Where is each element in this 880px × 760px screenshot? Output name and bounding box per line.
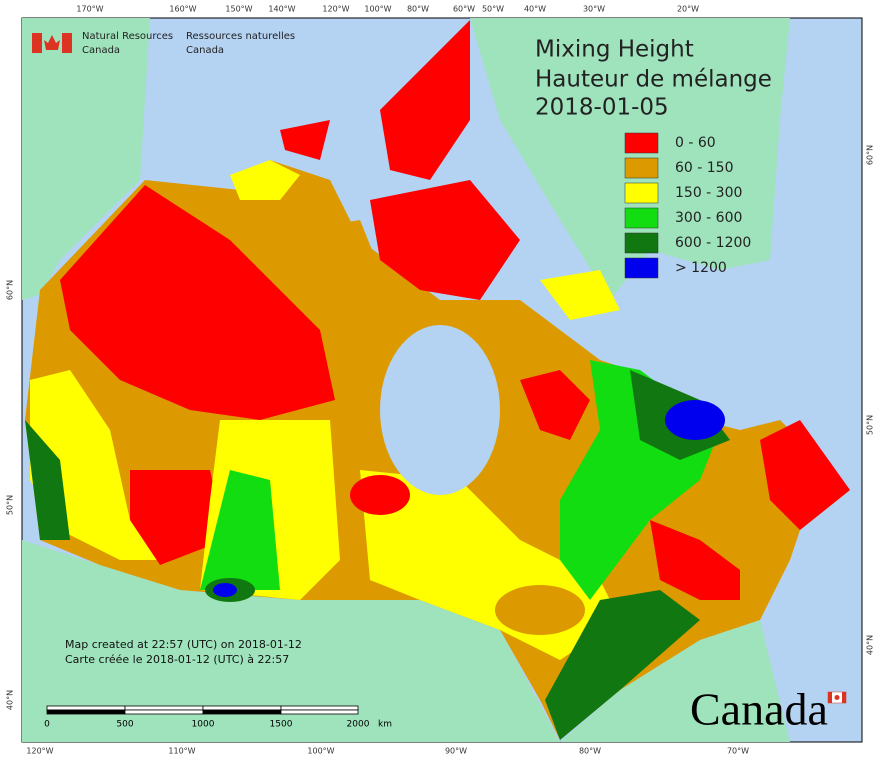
wordmark-flag [834,695,840,700]
title-line: 2018-01-05 [535,95,669,121]
graticule-label: 120°W [26,747,53,756]
title-line: Mixing Height [535,37,694,63]
org-en: Natural Resources [82,31,173,42]
graticule-label: 80°W [579,747,601,756]
scale-label: 0 [44,720,50,730]
scale-segment [124,709,204,715]
wordmark-flag [828,692,832,703]
scale-label: 1000 [192,720,215,730]
usa [22,540,560,742]
title: Mixing Height Hauteur de mélange 2018-01… [535,37,772,121]
red-east [650,520,740,600]
scale-segment [124,705,204,711]
graticule-label: 90°W [445,747,467,756]
graticule-label: 120°W [322,5,349,14]
coast-green [25,420,70,540]
credit: Map created at 22:57 (UTC) on 2018-01-12 [65,638,302,651]
scale-label: 1500 [270,720,293,730]
legend-swatch [624,207,659,229]
graticule-label: 30°W [583,5,605,14]
red-bc [130,470,225,565]
graticule-label: 50°N [6,495,15,515]
graticule-label: 60°W [453,5,475,14]
legend-swatch [624,182,659,204]
island-ellesmere [380,20,470,180]
graticule-label: 70°W [727,747,749,756]
scale-segment [46,709,126,715]
scale-segment [202,705,282,711]
graticule-label: 50°W [482,5,504,14]
org-en: Canada [82,45,120,56]
flag-bar [32,33,42,53]
graticule-label: 160°W [169,5,196,14]
graticule-label: 100°W [364,5,391,14]
scale-bar: 0 500 1000 1500 2000 km [44,705,392,730]
scale-segment [202,709,282,715]
island-victoria [300,220,380,290]
legend-swatch [624,232,659,254]
graticule-label: 80°W [407,5,429,14]
hudson-bay [380,325,500,495]
orange-ontario [495,585,585,635]
wordmark-text: Canada [690,684,828,735]
scale-unit: km [378,720,392,730]
scale-segment [280,709,359,715]
island-1 [280,120,330,160]
graticule-label: 60°N [6,280,15,300]
legend-swatch [624,157,659,179]
graticule-label: 100°W [307,747,334,756]
org-fr: Ressources naturelles [186,31,295,42]
wordmark-flag [842,692,846,703]
scale-label: 2000 [347,720,370,730]
graticule-label: 150°W [225,5,252,14]
yellow-arctic [230,160,300,200]
scale-label: 500 [116,720,133,730]
graticule-label: 50°N [866,415,875,435]
legend-label: 150 - 300 [675,185,742,201]
blue-quebec [665,400,725,440]
flag-bar [62,33,72,53]
alaska [22,18,150,300]
flag-leaf [44,35,60,50]
red-nfld [760,420,850,530]
graticule-label: 40°N [866,635,875,655]
legend-label: > 1200 [675,260,727,276]
credits: Map created at 22:57 (UTC) on 2018-01-12… [65,638,302,666]
legend-swatch [624,257,659,279]
legend-label: 0 - 60 [675,135,716,151]
green-prairie [200,470,280,590]
graticule-label: 140°W [268,5,295,14]
usa-east [560,620,790,742]
red-labrador-w [520,370,590,440]
legend-label: 60 - 150 [675,160,734,176]
legend: 0 - 60 60 - 150 150 - 300 300 - 600 600 - 12… [624,132,751,279]
graticule-label: 40°W [524,5,546,14]
title-line: Hauteur de mélange [535,67,772,93]
org-fr: Canada [186,45,224,56]
graticule-label: 110°W [168,747,195,756]
canada [25,20,850,740]
legend-label: 600 - 1200 [675,235,751,251]
dkgreen-south [545,590,700,740]
scale-segment [280,705,359,711]
header: Natural Resources Canada Ressources natu… [32,31,295,56]
blue-prairie [213,583,237,597]
red-ontario [350,475,410,515]
graticule: 170°W 160°W 150°W 140°W 120°W 100°W 80°W 60°W 50… [6,5,875,756]
graticule-label: 60°N [866,145,875,165]
legend-swatch [624,132,659,154]
graticule-label: 40°N [6,690,15,710]
red-region [60,185,335,420]
scale-segment [46,705,126,711]
credit: Carte créée le 2018-01-12 (UTC) à 22:57 [65,653,289,666]
wordmark: Canada [690,684,847,735]
island-baffin [370,180,520,300]
graticule-label: 20°W [677,5,699,14]
graticule-label: 170°W [76,5,103,14]
legend-label: 300 - 600 [675,210,742,226]
island-baffin-e [540,270,620,320]
